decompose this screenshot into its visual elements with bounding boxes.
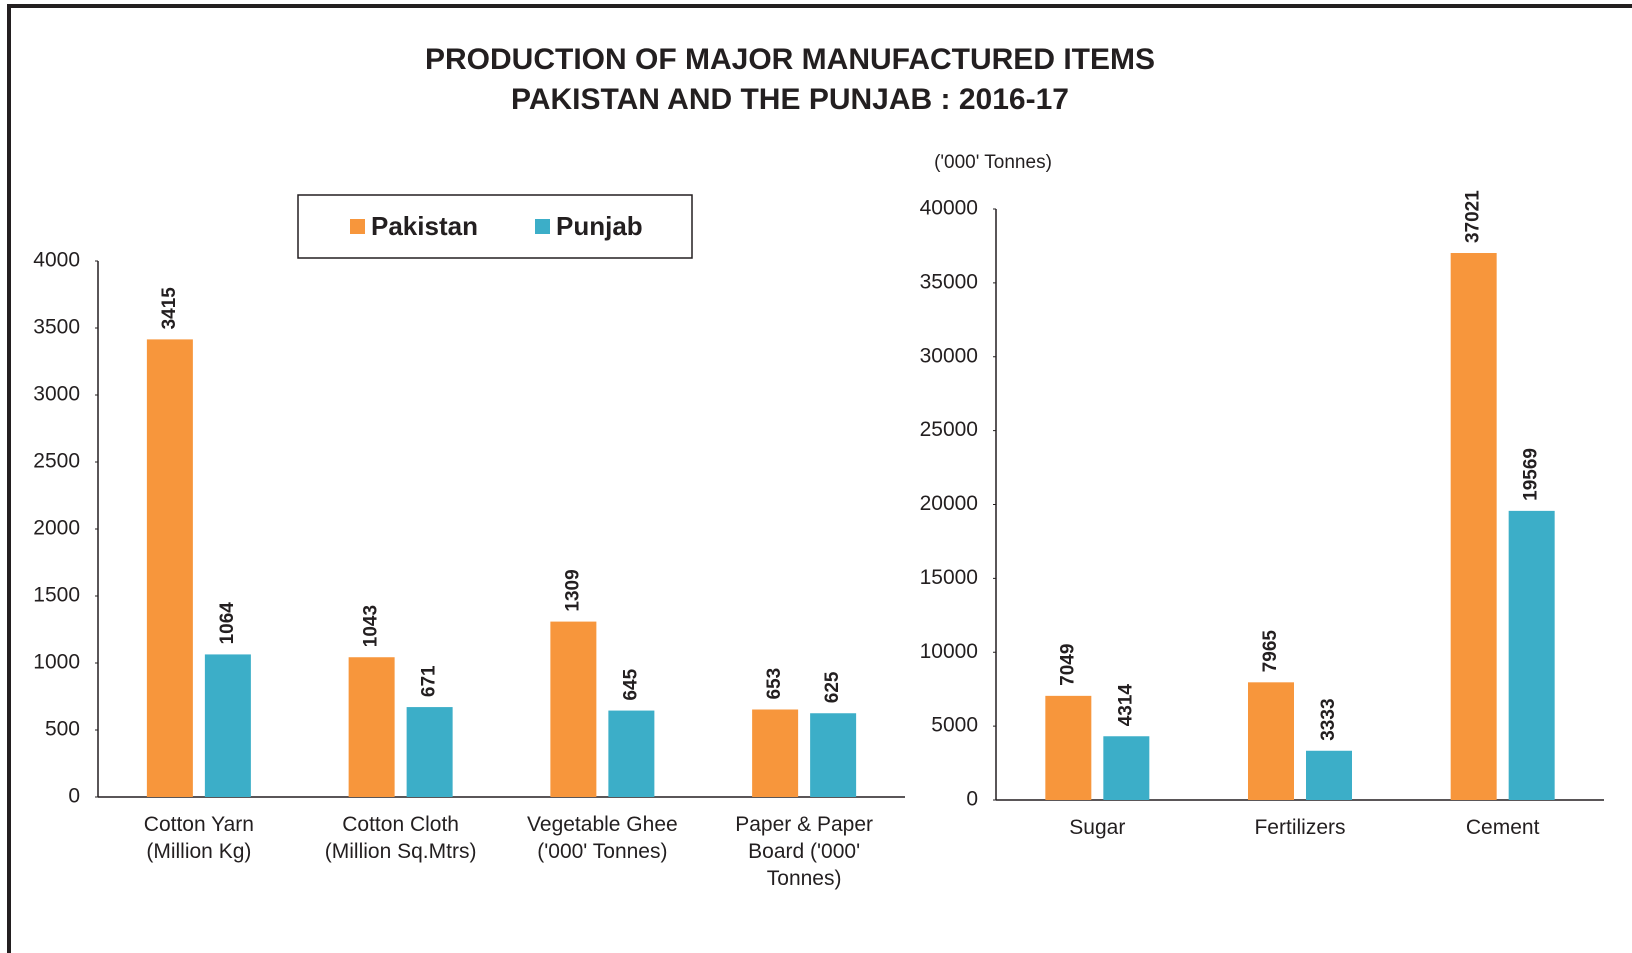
- data-label: 625: [822, 671, 843, 703]
- data-label: 19569: [1521, 448, 1542, 501]
- y-tick-label: 25000: [920, 418, 978, 441]
- y-tick-label: 40000: [920, 197, 978, 220]
- bar: [348, 657, 395, 797]
- bar: [608, 710, 655, 797]
- data-label: 7049: [1057, 644, 1078, 686]
- bar: [146, 339, 193, 797]
- data-label: 3333: [1318, 698, 1339, 740]
- bar: [752, 709, 799, 797]
- bar: [550, 621, 597, 797]
- bar: [204, 654, 251, 797]
- y-axis-label: ('000' Tonnes): [934, 152, 1052, 173]
- data-label: 1043: [361, 605, 382, 647]
- chart-title: PRODUCTION OF MAJOR MANUFACTURED ITEMS: [425, 43, 1155, 76]
- y-tick-label: 15000: [920, 566, 978, 589]
- data-label: 653: [764, 668, 785, 700]
- y-tick-label: 5000: [931, 714, 978, 737]
- y-tick-label: 0: [68, 785, 80, 808]
- data-label: 1064: [217, 602, 238, 645]
- y-tick-label: 35000: [920, 270, 978, 293]
- x-tick-label: Cement: [1465, 816, 1540, 839]
- y-tick-label: 1500: [33, 584, 80, 607]
- x-tick-label: Fertilizers: [1254, 816, 1346, 839]
- legend-label: Punjab: [556, 211, 643, 241]
- bar: [1450, 253, 1497, 801]
- data-label: 4314: [1115, 684, 1136, 727]
- y-tick-label: 1000: [33, 651, 80, 674]
- bar: [1103, 736, 1150, 800]
- data-label: 3415: [159, 287, 180, 330]
- data-label: 7965: [1260, 630, 1281, 673]
- y-tick-label: 2500: [33, 450, 80, 473]
- y-tick-label: 500: [45, 718, 80, 741]
- chart-title: PAKISTAN AND THE PUNJAB : 2016-17: [511, 83, 1069, 116]
- bar: [1508, 510, 1555, 800]
- y-tick-label: 3500: [33, 316, 80, 339]
- data-label: 671: [419, 665, 440, 697]
- bar: [1248, 682, 1294, 800]
- data-label: 645: [620, 668, 641, 700]
- y-tick-label: 0: [966, 788, 978, 811]
- y-tick-label: 3000: [33, 383, 80, 406]
- legend-label: Pakistan: [371, 211, 478, 241]
- y-tick-label: 30000: [920, 344, 978, 367]
- legend-swatch: [350, 219, 365, 234]
- y-tick-label: 4000: [33, 249, 80, 272]
- bar: [1045, 695, 1092, 800]
- x-tick-label: Cotton Yarn (Million Kg): [143, 813, 254, 863]
- data-label: 1309: [562, 569, 583, 611]
- bar: [406, 707, 453, 797]
- data-label: 37021: [1463, 190, 1484, 243]
- x-tick-label: Paper & Paper Board ('000' Tonnes): [735, 813, 873, 890]
- x-tick-label: Vegetable Ghee ('000' Tonnes): [527, 813, 678, 863]
- frame: [7, 4, 1632, 953]
- x-tick-label: Sugar: [1069, 816, 1126, 839]
- legend-swatch: [535, 219, 550, 234]
- y-tick-label: 20000: [920, 492, 978, 515]
- x-tick-label: Cotton Cloth (Million Sq.Mtrs): [324, 813, 477, 863]
- bar: [810, 713, 857, 797]
- y-tick-label: 2000: [33, 517, 80, 540]
- bar: [1306, 750, 1352, 800]
- y-tick-label: 10000: [920, 640, 978, 663]
